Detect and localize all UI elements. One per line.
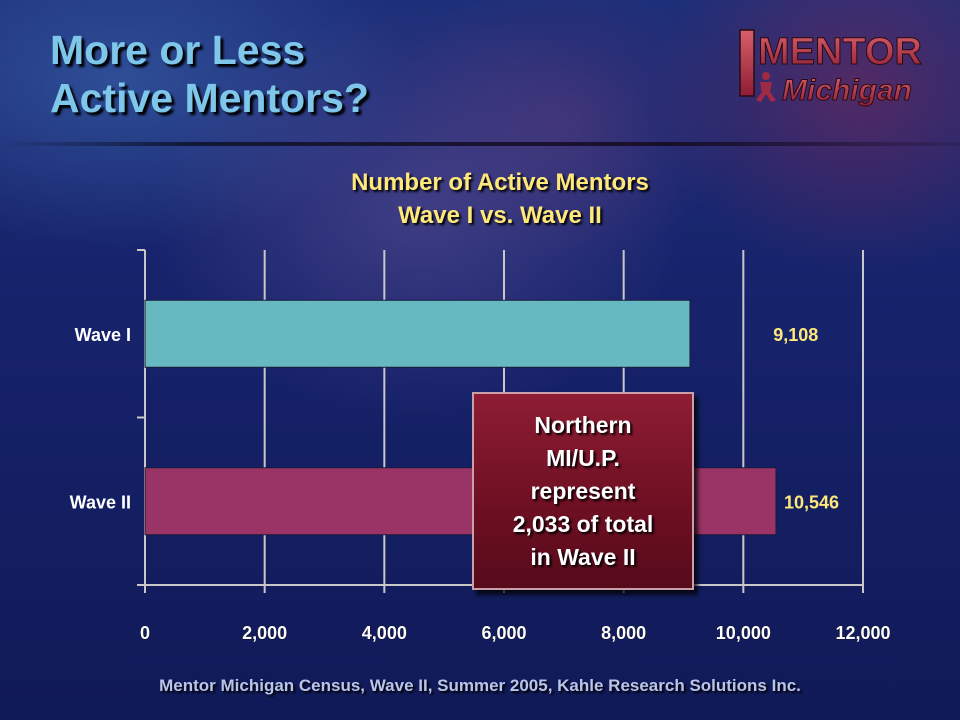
annotation-callout: Northern MI/U.P. represent 2,033 of total in… — [472, 392, 694, 590]
mentor-michigan-logo: MENTOR Michigan — [739, 29, 922, 108]
slide-title-line-2: Active Mentors? — [50, 75, 369, 121]
title-divider — [0, 142, 960, 146]
annotation-line: 2,033 of total — [512, 510, 654, 537]
x-tick-label: 10,000 — [716, 623, 771, 643]
x-tick-label: 4,000 — [362, 623, 407, 643]
bar-wave-i — [144, 299, 691, 368]
annotation-text: Northern MI/U.P. represent 2,033 of total in… — [505, 409, 662, 574]
logo-word-michigan: Michigan — [782, 74, 912, 107]
logo-bar — [739, 29, 755, 97]
source-footer: Mentor Michigan Census, Wave II, Summer … — [159, 676, 801, 695]
category-label: Wave II — [70, 492, 131, 512]
x-tick-label: 0 — [140, 623, 150, 643]
annotation-line: MI/U.P. — [546, 444, 620, 471]
x-tick-label: 12,000 — [835, 623, 890, 643]
chart-title-line: Number of Active Mentors — [351, 169, 649, 196]
chart-title: Number of Active Mentors Wave I vs. Wave… — [200, 166, 800, 232]
chart-subtitle-line: Wave I vs. Wave II — [398, 202, 602, 229]
data-label: 9,108 — [773, 325, 818, 345]
annotation-line: in Wave II — [530, 543, 636, 570]
category-label: Wave I — [75, 325, 131, 345]
x-tick-label: 8,000 — [601, 623, 646, 643]
logo-word-mentor: MENTOR — [758, 31, 922, 73]
annotation-line: represent — [530, 477, 636, 504]
slide-title: More or Less Active Mentors? — [50, 26, 570, 122]
data-label: 10,546 — [784, 492, 839, 512]
x-tick-label: 2,000 — [242, 623, 287, 643]
logo-figure-icon — [756, 72, 776, 102]
x-tick-label: 6,000 — [481, 623, 526, 643]
annotation-line: Northern — [534, 411, 632, 438]
labels: 0 2,000 4,000 6,000 8,000 10,000 12,000 Wave I 9… — [70, 325, 891, 644]
slide-title-line-1: More or Less — [50, 27, 306, 73]
